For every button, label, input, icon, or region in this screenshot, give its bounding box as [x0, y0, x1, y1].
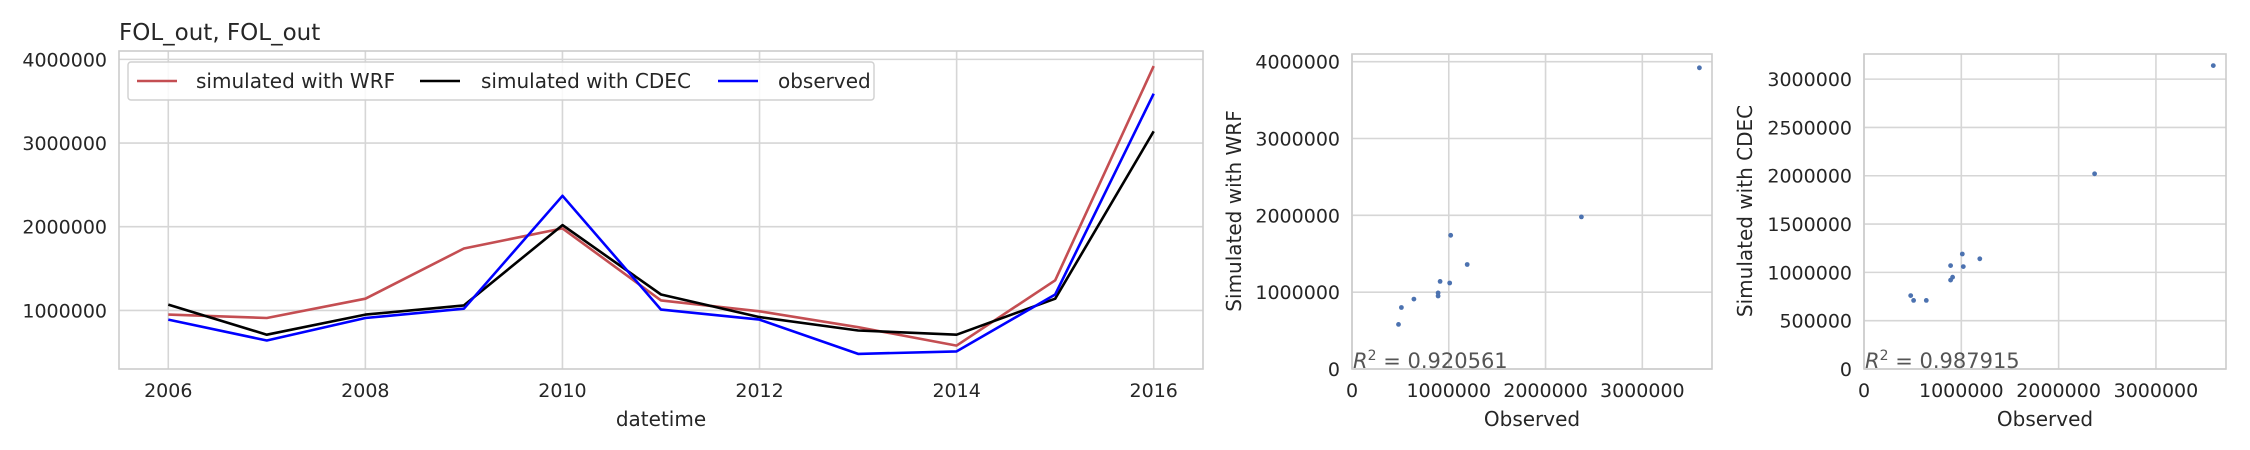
scatter-point	[1959, 251, 1965, 257]
y-tick-label: 1000000	[1767, 262, 1852, 284]
scatter-point	[1960, 264, 1966, 269]
scatter-point	[1950, 274, 1955, 280]
scatter-point	[1435, 290, 1441, 296]
scatter-point	[1396, 322, 1401, 327]
x-axis-label: Observed	[1484, 407, 1580, 431]
y-tick-label: 3000000	[22, 133, 107, 155]
x-tick-label: 3000000	[1600, 380, 1685, 402]
x-axis-label: Observed	[1997, 407, 2093, 431]
y-tick-label: 3000000	[1255, 129, 1340, 151]
legend-box	[127, 61, 875, 101]
tick-labels: 0 1000000 2000000 3000000 0 1000000 2000000 300…	[1255, 52, 1684, 402]
x-tick-label: 2014	[932, 380, 980, 402]
series-line-cdec	[167, 130, 1155, 337]
scatter-point	[1464, 262, 1470, 267]
scatter-point	[1697, 65, 1702, 71]
x-tick-label: 2006	[144, 380, 192, 402]
x-tick-label: 0	[1346, 380, 1358, 402]
y-tick-label: 1500000	[1767, 214, 1852, 236]
y-tick-label: 2500000	[1767, 117, 1852, 139]
plot-frame	[1863, 53, 2227, 370]
y-tick-label: 1000000	[1255, 282, 1340, 304]
scatter-point	[1977, 256, 1983, 262]
scatter-point	[2092, 171, 2098, 177]
scatter-wrf-chart: 0 1000000 2000000 3000000 0 1000000 2000000 300…	[1222, 52, 1713, 431]
plot-frame	[1351, 53, 1713, 370]
y-tick-label: 0	[1328, 359, 1340, 381]
legend-label-cdec: simulated with CDEC	[481, 69, 691, 93]
x-tick-label: 0	[1858, 380, 1870, 402]
scatter-point	[1579, 214, 1584, 220]
scatter-point	[1448, 232, 1454, 238]
y-axis-label: Simulated with WRF	[1222, 110, 1246, 311]
y-tick-label: 1000000	[22, 300, 107, 322]
time-series-chart: 2006 2008 2010 2012 2014 2016 1000000 2000000 30…	[22, 20, 1204, 431]
y-axis-label: Simulated with CDEC	[1733, 105, 1757, 317]
series-line-observed	[168, 93, 1155, 356]
chart-title: FOL_out, FOL_out	[119, 20, 320, 46]
x-tick-label: 3000000	[2114, 380, 2199, 402]
plot-frame	[118, 50, 1204, 370]
x-tick-label: 2000000	[2016, 380, 2101, 402]
scatter-point	[1437, 279, 1443, 284]
scatter-point	[1911, 298, 1916, 303]
scatter-point	[1923, 298, 1929, 303]
x-tick-label: 1000000	[1406, 380, 1491, 402]
series-line-wrf	[168, 65, 1155, 347]
legend: simulated with WRF simulated with CDEC o…	[127, 61, 875, 101]
x-tick-label: 1000000	[1919, 380, 2004, 402]
y-tick-label: 2000000	[1255, 205, 1340, 227]
x-tick-label: 2000000	[1503, 380, 1588, 402]
tick-labels: 0 1000000 2000000 3000000 0 500000 1000000 1500…	[1767, 69, 2198, 402]
scatter-points	[1908, 63, 2216, 303]
scatter-point	[1948, 263, 1953, 268]
x-tick-label: 2010	[538, 380, 586, 402]
y-tick-label: 0	[1840, 359, 1852, 381]
r-squared-annotation: R2 = 0.920561	[1353, 348, 1508, 373]
legend-label-observed: observed	[778, 69, 871, 93]
gridlines	[1351, 54, 1712, 370]
legend-label-wrf: simulated with WRF	[196, 69, 395, 93]
r-squared-annotation: R2 = 0.987915	[1865, 348, 2020, 373]
scatter-point	[1447, 280, 1453, 286]
scatter-point	[2210, 63, 2216, 68]
x-tick-label: 2008	[341, 380, 389, 402]
y-tick-label: 4000000	[22, 49, 107, 71]
scatter-point	[1399, 305, 1404, 310]
scatter-point	[1411, 296, 1417, 302]
x-tick-label: 2016	[1130, 380, 1178, 402]
x-tick-label: 2012	[735, 380, 783, 402]
x-axis-label: datetime	[616, 407, 706, 431]
y-tick-label: 4000000	[1255, 52, 1340, 74]
y-tick-label: 2000000	[1767, 166, 1852, 188]
y-tick-label: 2000000	[22, 217, 107, 239]
y-tick-label: 500000	[1779, 311, 1852, 333]
y-tick-label: 3000000	[1767, 69, 1852, 91]
scatter-point	[1908, 293, 1914, 298]
scatter-points	[1396, 65, 1702, 327]
series-lines	[167, 65, 1155, 356]
gridlines	[1863, 54, 2226, 370]
scatter-cdec-chart: 0 1000000 2000000 3000000 0 500000 1000000 1500…	[1733, 53, 2227, 431]
tick-labels: 2006 2008 2010 2012 2014 2016 1000000 2000000 30…	[22, 49, 1178, 402]
